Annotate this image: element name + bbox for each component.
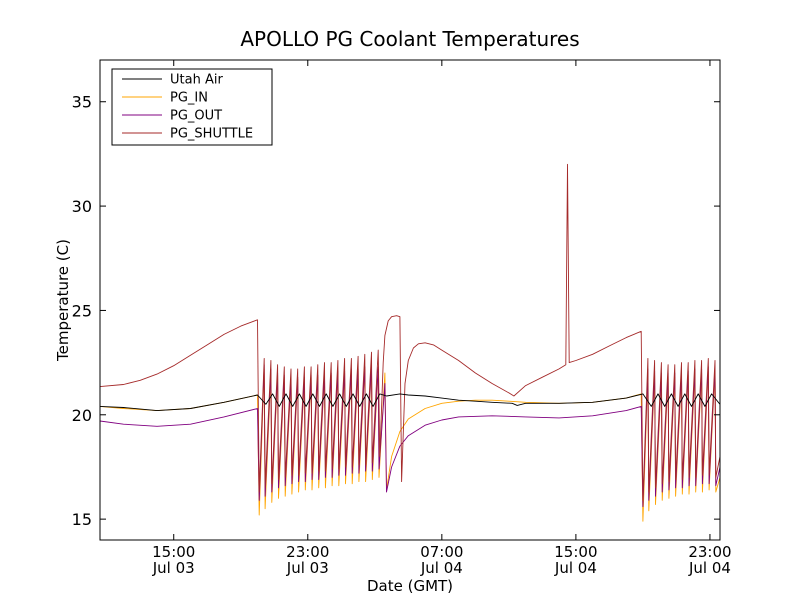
x-tick-label-date: Jul 03 [152, 559, 195, 577]
legend-label-pg-shuttle: PG_SHUTTLE [170, 127, 253, 142]
chart-title: APOLLO PG Coolant Temperatures [240, 27, 579, 51]
legend: Utah Air PG_IN PG_OUT PG_SHUTTLE [111, 68, 273, 146]
series-layer [100, 163, 720, 522]
y-tick-label: 30 [72, 197, 92, 216]
legend-label-pg-in: PG_IN [170, 91, 208, 106]
x-tick-label-date: Jul 04 [420, 559, 463, 577]
x-tick-label-time: 23:00 [688, 543, 731, 561]
plot-frame [99, 59, 721, 541]
legend-box [111, 68, 273, 146]
legend-label-utah-air: Utah Air [170, 73, 223, 88]
y-tick-label: 25 [72, 301, 92, 320]
x-tick-label-time: 23:00 [286, 543, 329, 561]
series-line-utah-air [100, 393, 720, 412]
x-tick-label-time: 15:00 [554, 543, 597, 561]
x-tick-label-date: Jul 04 [688, 559, 731, 577]
y-axis: 15 20 25 30 35 [72, 93, 720, 529]
x-tick-label-time: 15:00 [152, 543, 195, 561]
y-tick-label: 35 [72, 93, 92, 112]
x-tick-label-date: Jul 04 [554, 559, 597, 577]
legend-label-pg-out: PG_OUT [170, 109, 222, 124]
series-line-pg-shuttle [100, 163, 720, 501]
x-tick-label-time: 07:00 [420, 543, 463, 561]
y-tick-label: 15 [72, 510, 92, 529]
y-axis-label: Temperature (C) [54, 239, 72, 362]
x-tick-label-date: Jul 03 [286, 559, 329, 577]
x-axis-label: Date (GMT) [367, 577, 453, 595]
y-tick-label: 20 [72, 406, 92, 425]
